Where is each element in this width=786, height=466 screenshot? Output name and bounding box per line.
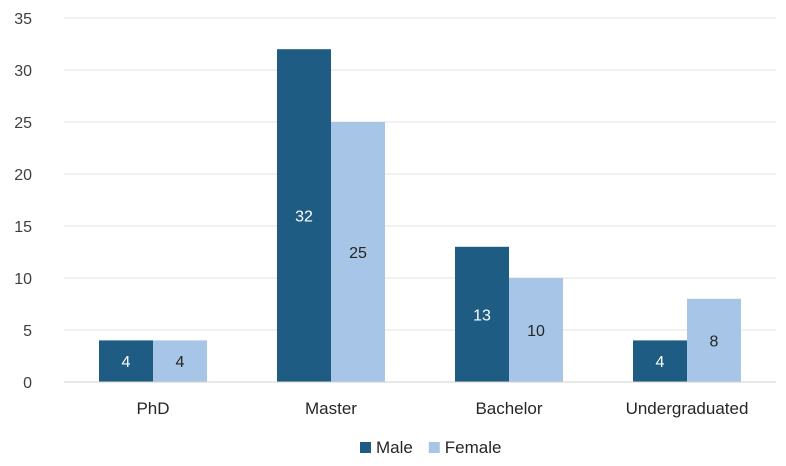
y-tick-label: 5 <box>23 323 32 340</box>
data-label-female-undergraduated: 8 <box>710 333 719 350</box>
y-tick-label: 30 <box>14 63 32 80</box>
data-label-male-undergraduated: 4 <box>656 354 665 371</box>
legend-label-male: Male <box>376 438 413 457</box>
y-tick-label: 0 <box>23 375 32 392</box>
gridlines <box>64 18 776 330</box>
category-label: Bachelor <box>475 399 542 418</box>
y-tick-label: 20 <box>14 167 32 184</box>
y-axis-tick-labels: 0 5 10 15 20 25 30 35 <box>14 11 32 392</box>
data-label-male-bachelor: 13 <box>473 307 491 324</box>
data-label-female-bachelor: 10 <box>527 323 545 340</box>
category-labels: PhD Master Bachelor Undergraduated <box>136 399 748 418</box>
category-label: PhD <box>136 399 169 418</box>
legend: Male Female <box>360 438 501 457</box>
data-label-male-phd: 4 <box>122 354 131 371</box>
legend-swatch-female <box>429 442 440 453</box>
y-tick-label: 10 <box>14 271 32 288</box>
legend-swatch-male <box>360 442 371 453</box>
category-label: Undergraduated <box>626 399 749 418</box>
legend-label-female: Female <box>445 438 502 457</box>
data-label-male-master: 32 <box>295 209 313 226</box>
y-tick-label: 15 <box>14 219 32 236</box>
data-label-female-master: 25 <box>349 245 367 262</box>
data-label-female-phd: 4 <box>176 354 185 371</box>
category-label: Master <box>305 399 357 418</box>
y-tick-label: 35 <box>14 11 32 28</box>
bars: 4 4 32 25 13 10 4 8 <box>99 49 741 382</box>
y-tick-label: 25 <box>14 115 32 132</box>
